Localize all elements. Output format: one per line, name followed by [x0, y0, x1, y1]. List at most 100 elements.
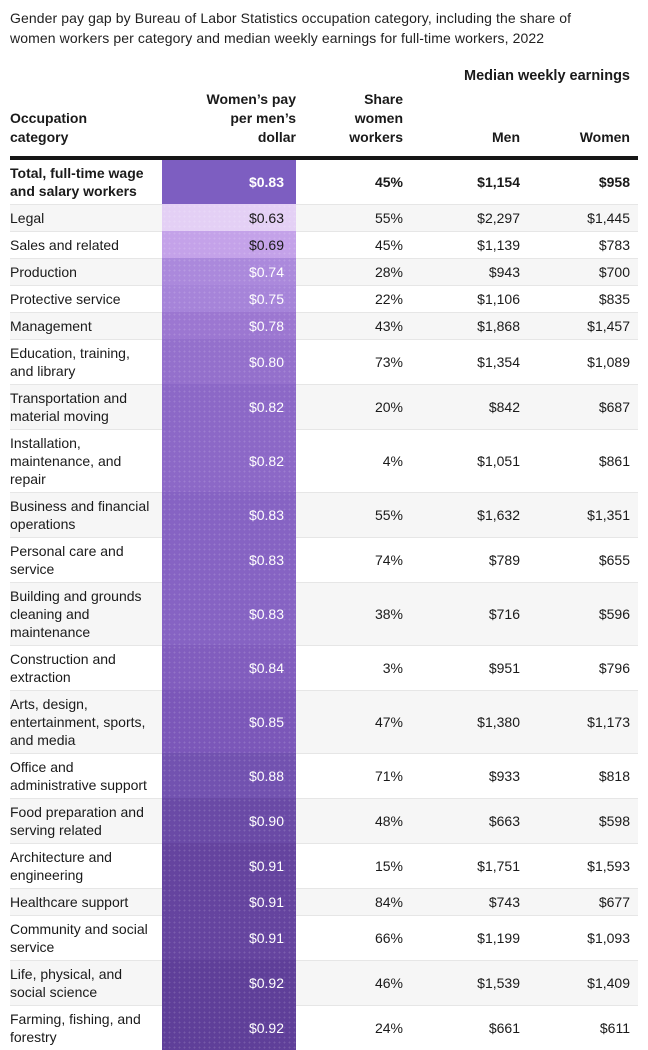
share-women-cell: 48% [296, 798, 403, 843]
share-women-cell-text: 55% [374, 210, 403, 226]
pay-ratio-heatmap-cell: $0.84 [162, 645, 296, 690]
men-earnings-cell: $1,139 [403, 231, 520, 258]
pay-ratio-heatmap-cell-text: $0.92 [248, 1019, 284, 1036]
table-row: Protective service $0.75 22% $1,106 $835 [10, 285, 638, 312]
women-earnings-cell: $818 [520, 753, 638, 798]
occupation-category-cell-text: Office and administrative support [10, 759, 147, 793]
table-header-row: Occupation category Women’s pay per men’… [10, 90, 638, 158]
pay-ratio-heatmap-cell-text: $0.69 [248, 236, 284, 253]
men-earnings-cell-text: $743 [488, 894, 520, 910]
men-earnings-cell-text: $1,139 [477, 237, 520, 253]
column-header-men-label: Men [492, 129, 520, 145]
occupation-category-cell: Architecture and engineering [10, 843, 162, 888]
occupation-category-cell-text: Legal [10, 210, 45, 226]
share-women-cell-text: 4% [382, 453, 403, 469]
share-women-cell: 55% [296, 492, 403, 537]
occupation-category-cell: Installation, maintenance, and repair [10, 429, 162, 492]
women-earnings-cell-text: $1,173 [587, 714, 630, 730]
occupation-category-cell-text: Food preparation and serving related [10, 804, 144, 838]
women-earnings-cell: $796 [520, 645, 638, 690]
men-earnings-cell: $1,539 [403, 960, 520, 1005]
occupation-category-cell: Business and financial operations [10, 492, 162, 537]
occupation-category-cell-text: Life, physical, and social science [10, 966, 123, 1000]
share-women-cell-text: 47% [374, 714, 403, 730]
share-women-cell-text: 15% [374, 858, 403, 874]
share-women-cell: 28% [296, 258, 403, 285]
table-row: Total, full-time wage and salary workers… [10, 158, 638, 204]
table-row: Sales and related $0.69 45% $1,139 $783 [10, 231, 638, 258]
table-body: Total, full-time wage and salary workers… [10, 158, 638, 1050]
women-earnings-cell: $1,093 [520, 915, 638, 960]
table-row: Legal $0.63 55% $2,297 $1,445 [10, 204, 638, 231]
occupation-category-cell: Management [10, 312, 162, 339]
occupation-category-cell: Office and administrative support [10, 753, 162, 798]
share-women-cell: 45% [296, 231, 403, 258]
occupation-category-cell-text: Protective service [10, 291, 121, 307]
occupation-category-cell-text: Transportation and material moving [10, 390, 127, 424]
men-earnings-cell-text: $943 [488, 264, 520, 280]
pay-ratio-heatmap-cell-text: $0.90 [248, 812, 284, 829]
women-earnings-cell-text: $1,089 [587, 354, 630, 370]
women-earnings-cell: $1,351 [520, 492, 638, 537]
table-row: Management $0.78 43% $1,868 $1,457 [10, 312, 638, 339]
column-header-share-women-label: Share women workers [349, 91, 403, 145]
occupation-category-cell: Total, full-time wage and salary workers [10, 158, 162, 204]
women-earnings-cell: $1,457 [520, 312, 638, 339]
men-earnings-cell: $842 [403, 384, 520, 429]
occupation-category-cell: Building and grounds cleaning and mainte… [10, 582, 162, 645]
pay-ratio-heatmap-cell: $0.91 [162, 843, 296, 888]
occupation-category-cell-text: Installation, maintenance, and repair [10, 435, 122, 487]
share-women-cell-text: 45% [374, 237, 403, 253]
share-women-cell-text: 43% [374, 318, 403, 334]
occupation-category-cell-text: Arts, design, entertainment, sports, and… [10, 696, 146, 748]
column-header-women: Women [520, 128, 638, 147]
men-earnings-cell: $789 [403, 537, 520, 582]
occupation-category-cell: Transportation and material moving [10, 384, 162, 429]
women-earnings-cell-text: $700 [598, 264, 630, 280]
women-earnings-cell-text: $655 [598, 552, 630, 568]
pay-ratio-heatmap-cell: $0.74 [162, 258, 296, 285]
table-row: Office and administrative support $0.88 71… [10, 753, 638, 798]
occupation-category-cell-text: Farming, fishing, and forestry [10, 1011, 141, 1045]
men-earnings-cell: $933 [403, 753, 520, 798]
table-row: Healthcare support $0.91 84% $743 $677 [10, 888, 638, 915]
column-header-occupation-category-label: Occupation category [10, 110, 88, 145]
group-header-median-weekly-earnings: Median weekly earnings [463, 68, 630, 84]
table-row: Architecture and engineering $0.91 15% $1,7… [10, 843, 638, 888]
men-earnings-cell: $1,199 [403, 915, 520, 960]
occupation-category-cell-text: Construction and extraction [10, 651, 116, 685]
share-women-cell: 46% [296, 960, 403, 1005]
women-earnings-cell-text: $596 [598, 606, 630, 622]
pay-ratio-heatmap-cell-text: $0.83 [248, 174, 284, 190]
men-earnings-cell-text: $1,380 [477, 714, 520, 730]
table-row: Community and social service $0.91 66% $1,1… [10, 915, 638, 960]
women-earnings-cell: $596 [520, 582, 638, 645]
share-women-cell-text: 46% [374, 975, 403, 991]
men-earnings-cell: $1,154 [403, 158, 520, 204]
share-women-cell: 47% [296, 690, 403, 753]
table-row: Education, training, and library $0.80 73%… [10, 339, 638, 384]
pay-ratio-heatmap-cell-text: $0.82 [248, 398, 284, 415]
men-earnings-cell-text: $951 [488, 660, 520, 676]
men-earnings-cell: $1,380 [403, 690, 520, 753]
occupation-category-cell-text: Architecture and engineering [10, 849, 112, 883]
women-earnings-cell-text: $783 [598, 237, 630, 253]
women-earnings-cell: $611 [520, 1005, 638, 1050]
pay-ratio-heatmap-cell-text: $0.85 [248, 713, 284, 730]
table-row: Food preparation and serving related $0.9… [10, 798, 638, 843]
occupation-category-cell-text: Personal care and service [10, 543, 124, 577]
women-earnings-cell: $687 [520, 384, 638, 429]
share-women-cell-text: 48% [374, 813, 403, 829]
share-women-cell: 3% [296, 645, 403, 690]
women-earnings-cell: $700 [520, 258, 638, 285]
occupation-category-cell: Personal care and service [10, 537, 162, 582]
occupation-category-cell-text: Healthcare support [10, 894, 129, 910]
men-earnings-cell: $663 [403, 798, 520, 843]
women-earnings-cell-text: $1,093 [587, 930, 630, 946]
women-earnings-cell-text: $598 [598, 813, 630, 829]
share-women-cell: 66% [296, 915, 403, 960]
pay-ratio-heatmap-cell: $0.90 [162, 798, 296, 843]
pay-ratio-heatmap-cell: $0.91 [162, 915, 296, 960]
table-row: Transportation and material moving $0.82 2… [10, 384, 638, 429]
